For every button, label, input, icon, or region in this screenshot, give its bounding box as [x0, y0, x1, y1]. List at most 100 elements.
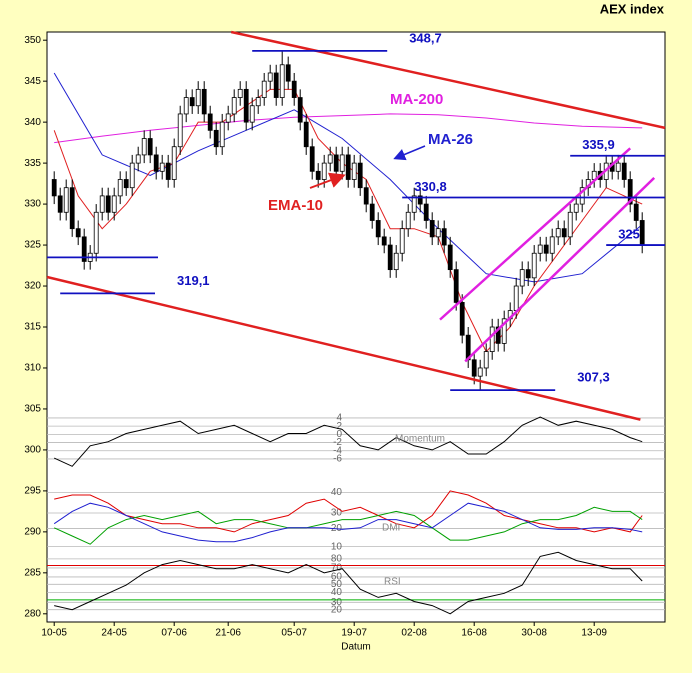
trend-line	[439, 147, 632, 321]
candle-body	[183, 97, 189, 115]
candle-body	[381, 236, 387, 246]
candle-body	[459, 302, 465, 336]
x-tick-label: 21-06	[215, 628, 241, 639]
panel-tick-label: 0	[336, 429, 342, 440]
trend-line	[230, 30, 666, 130]
indicator-line	[54, 490, 643, 533]
x-tick-label: 16-08	[461, 628, 487, 639]
candle-body	[309, 146, 315, 172]
candle-body	[633, 203, 639, 221]
candle-body	[423, 203, 429, 221]
level-label: 335,9	[582, 137, 615, 152]
panel-tick-label: 4	[336, 413, 342, 424]
annotation: EMA-10	[268, 197, 323, 214]
candle-body	[285, 64, 291, 82]
x-tick-label: 19-07	[341, 628, 367, 639]
indicator-line	[54, 551, 643, 615]
panel-tick-label: -6	[333, 454, 342, 465]
candle-body	[297, 97, 303, 123]
panel-tick-label: 2	[336, 421, 342, 432]
candle-body	[111, 195, 117, 213]
candle-body	[69, 187, 75, 230]
panel-tick-label: -2	[333, 437, 342, 448]
candle-body	[93, 211, 99, 254]
y-tick-label: 345	[24, 76, 41, 87]
level-label: 319,1	[177, 273, 210, 288]
candle-body	[261, 80, 267, 98]
candle-body	[201, 88, 207, 115]
candle-body	[57, 195, 63, 213]
candle-body	[453, 269, 459, 303]
panel-tick-label: 20	[331, 604, 343, 615]
candle-body	[333, 154, 339, 172]
candle-body	[267, 72, 273, 82]
candle-body	[441, 228, 447, 246]
candle-body	[75, 228, 81, 238]
candle-body	[621, 162, 627, 180]
candle-body	[327, 154, 333, 164]
candle-body	[123, 179, 129, 189]
panel-tick-label: -4	[333, 445, 342, 456]
candle-body	[405, 211, 411, 230]
x-tick-label: 07-06	[161, 628, 187, 639]
candle-body	[243, 88, 249, 123]
candle-body	[339, 154, 345, 172]
indicator-line	[53, 506, 643, 545]
y-tick-label: 295	[24, 486, 41, 497]
trend-line	[464, 176, 656, 363]
y-tick-label: 285	[24, 567, 41, 578]
candle-body	[501, 318, 507, 344]
candle-body	[357, 162, 363, 189]
candle-body	[99, 195, 105, 213]
candle-body	[639, 220, 645, 246]
y-tick-label: 280	[24, 608, 41, 619]
annotation: MA-200	[390, 91, 443, 108]
candle-body	[315, 170, 321, 180]
y-tick-label: 290	[24, 527, 41, 538]
candle-body	[615, 162, 621, 172]
candle-body	[369, 203, 375, 221]
panel-tick-label: 50	[331, 579, 343, 590]
candle-body	[153, 154, 159, 172]
candle-body	[147, 138, 153, 156]
y-tick-label: 335	[24, 158, 41, 169]
candle-body	[249, 105, 255, 123]
candle-body	[303, 121, 309, 148]
candle-body	[375, 220, 381, 238]
candle-body	[567, 211, 573, 238]
indicator-line	[53, 502, 643, 543]
y-tick-label: 310	[24, 363, 41, 374]
candle-body	[117, 179, 123, 197]
candle-body	[411, 195, 417, 213]
annotation: MA-26	[428, 131, 473, 148]
x-tick-label: 24-05	[101, 628, 127, 639]
level-label: 348,7	[409, 30, 442, 45]
arrow	[393, 145, 426, 161]
panel-tick-label: 40	[331, 487, 343, 498]
candle-body	[519, 269, 525, 287]
candle-body	[555, 228, 561, 238]
panel-label: RSI	[384, 577, 401, 588]
candle-body	[393, 252, 399, 271]
candle-body	[513, 285, 519, 312]
candle-body	[171, 146, 177, 180]
candle-body	[195, 88, 201, 107]
candle-body	[471, 359, 477, 377]
panel-tick-label: 10	[331, 541, 343, 552]
y-tick-label: 315	[24, 322, 41, 333]
candle-body	[207, 113, 213, 131]
x-tick-label: 02-08	[401, 628, 427, 639]
candle-body	[387, 244, 393, 271]
candle-body	[573, 203, 579, 213]
trend-line	[46, 275, 641, 421]
candle-body	[537, 244, 543, 254]
candle-body	[81, 236, 87, 262]
candle-body	[543, 244, 549, 254]
panel-tick-label: 70	[331, 563, 343, 574]
y-tick-label: 340	[24, 117, 41, 128]
candle-body	[279, 64, 285, 98]
candle-body	[549, 236, 555, 254]
candle-body	[159, 162, 165, 172]
x-tick-label: 05-07	[281, 628, 307, 639]
indicator-line	[53, 416, 643, 467]
